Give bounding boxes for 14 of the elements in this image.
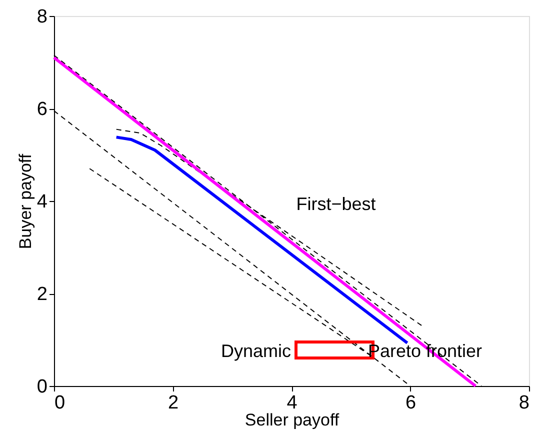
annotation: First−best (296, 194, 376, 214)
x-tick-label: 8 (518, 392, 530, 414)
x-tick-label: 4 (286, 392, 298, 414)
y-tick-label: 8 (36, 6, 48, 28)
y-axis-title: Buyer payoff (16, 154, 35, 250)
y-tick-label: 6 (36, 99, 48, 120)
x-tick-label: 0 (54, 392, 66, 414)
x-tick-label: 6 (405, 392, 416, 414)
y-tick-label: 0 (36, 376, 48, 398)
y-tick-label: 4 (36, 192, 48, 212)
y-tick-label: 2 (36, 284, 48, 305)
x-tick-label: 2 (168, 392, 179, 414)
x-axis-title: Seller payoff (244, 410, 340, 430)
annotation: Dynamic (220, 341, 292, 361)
